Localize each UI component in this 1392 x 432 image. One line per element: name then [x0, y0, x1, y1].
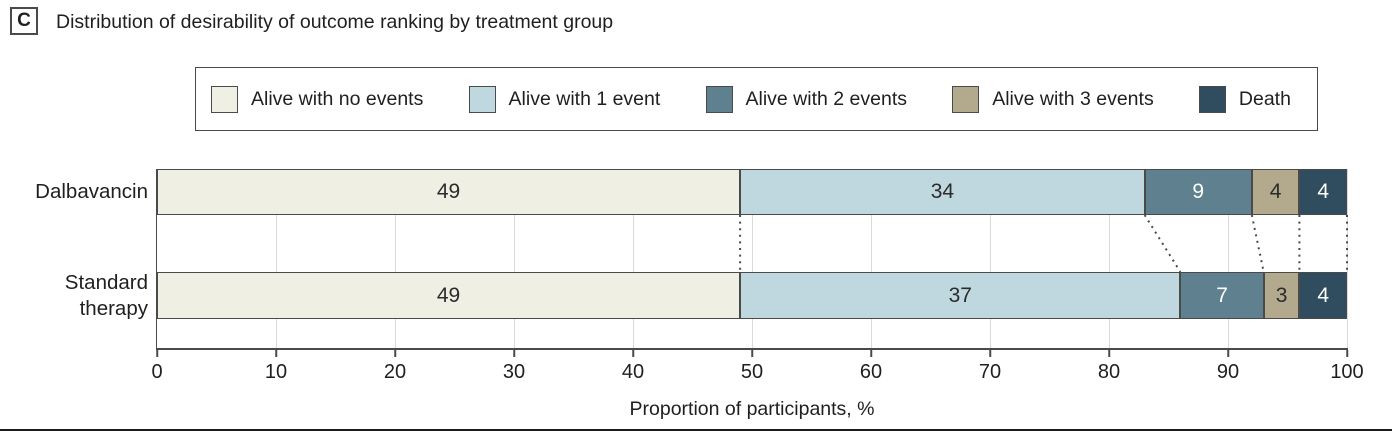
axis-tick-label: 100	[1330, 361, 1364, 383]
legend-swatch-icon	[952, 85, 980, 113]
bar-segment-value: 4	[1317, 283, 1330, 307]
bar-segment: 34	[740, 169, 1145, 215]
gridline	[871, 169, 872, 348]
legend-label: Alive with 2 events	[745, 87, 908, 110]
bar-segment-value: 49	[436, 283, 461, 307]
legend-item: Alive with 1 event	[468, 85, 661, 113]
axis-tick	[513, 349, 515, 357]
axis-tick-label: 70	[978, 361, 1002, 383]
axis-tick	[394, 349, 396, 357]
legend-item: Alive with 3 events	[952, 85, 1154, 113]
legend-item: Alive with no events	[211, 85, 424, 113]
bar-row-dalbavancin: 49 34 9 4 4	[157, 169, 1347, 215]
bar-segment-value: 7	[1216, 283, 1228, 307]
bar-segment-value: 9	[1192, 180, 1205, 203]
axis-tick-label: 40	[621, 361, 645, 383]
axis-tick	[751, 349, 753, 357]
legend-item: Alive with 2 events	[705, 85, 908, 113]
legend-label: Death	[1238, 87, 1291, 110]
gridline	[1109, 169, 1110, 348]
connector-line	[1143, 214, 1182, 273]
category-label-dalbavancin: Dalbavancin	[35, 180, 148, 203]
bar-segment: 4	[1299, 272, 1347, 319]
gridline	[395, 169, 396, 348]
bar-segment: 7	[1180, 272, 1264, 319]
connector-line	[1250, 214, 1265, 273]
legend-swatch-icon	[211, 85, 238, 113]
bar-segment: 4	[1299, 169, 1347, 215]
bar-segment-value: 49	[436, 180, 461, 203]
bar-segment: 37	[740, 272, 1181, 319]
legend-swatch-icon	[705, 85, 733, 113]
axis-tick	[275, 349, 277, 357]
gridline	[990, 169, 991, 348]
legend-label: Alive with 1 event	[508, 87, 661, 110]
gridline	[1228, 169, 1229, 348]
legend-item: Death	[1198, 85, 1291, 113]
x-axis-title: Proportion of participants, %	[629, 398, 875, 420]
gridline	[752, 169, 753, 348]
category-label-standard-therapy: Standard therapy	[64, 271, 148, 320]
panel-title: Distribution of desirability of outcome …	[56, 11, 614, 33]
bar-segment: 3	[1263, 272, 1300, 319]
axis-tick-label: 50	[740, 361, 764, 383]
connector-lines	[739, 214, 1348, 273]
axis-tick-label: 90	[1216, 361, 1240, 383]
legend-label: Alive with no events	[251, 87, 424, 110]
y-axis-line	[155, 169, 157, 349]
gridline	[514, 169, 515, 348]
legend-swatch-icon	[468, 85, 496, 113]
axis-tick	[632, 349, 634, 357]
plot-area: Proportion of participants, % 49 34 9 4 4 49 3…	[151, 169, 1364, 420]
axis-tick	[1346, 349, 1348, 357]
axis-tick	[1108, 349, 1110, 357]
bar-segment: 4	[1251, 169, 1300, 215]
gridline	[1347, 169, 1348, 348]
bar-segment-value: 3	[1275, 283, 1288, 307]
panel-letter: C	[17, 10, 31, 31]
axis-tick	[1227, 349, 1229, 357]
bar-segment-value: 34	[930, 180, 955, 203]
axis-tick-label: 20	[383, 361, 407, 383]
bar-segment-value: 4	[1269, 180, 1282, 203]
bar-segment: 49	[157, 272, 741, 319]
bar-segment: 49	[157, 169, 741, 215]
gridline	[276, 169, 277, 348]
bar-segment: 9	[1144, 169, 1252, 215]
axis-tick-label: 30	[502, 361, 526, 383]
axis-tick	[870, 349, 872, 357]
figure-bottom-rule	[0, 428, 1392, 431]
legend: Alive with no events Alive with 1 event Al…	[195, 67, 1318, 131]
legend-swatch-icon	[1198, 85, 1226, 113]
axis-tick	[989, 349, 991, 357]
gridline	[633, 169, 634, 348]
axis-tick-label: 80	[1097, 361, 1121, 383]
bar-row-standard-therapy: 49 37 7 3 4	[157, 272, 1347, 319]
panel-letter-box: C	[10, 7, 38, 35]
bar-segment-value: 4	[1317, 180, 1330, 203]
axis-tick-label: 60	[859, 361, 883, 383]
bar-segment-value: 37	[948, 283, 972, 307]
axis-tick-label: 0	[151, 361, 163, 383]
axis-tick-label: 10	[264, 361, 288, 383]
axis-tick	[156, 349, 158, 357]
x-axis-line	[155, 348, 1348, 350]
legend-label: Alive with 3 events	[992, 87, 1154, 110]
